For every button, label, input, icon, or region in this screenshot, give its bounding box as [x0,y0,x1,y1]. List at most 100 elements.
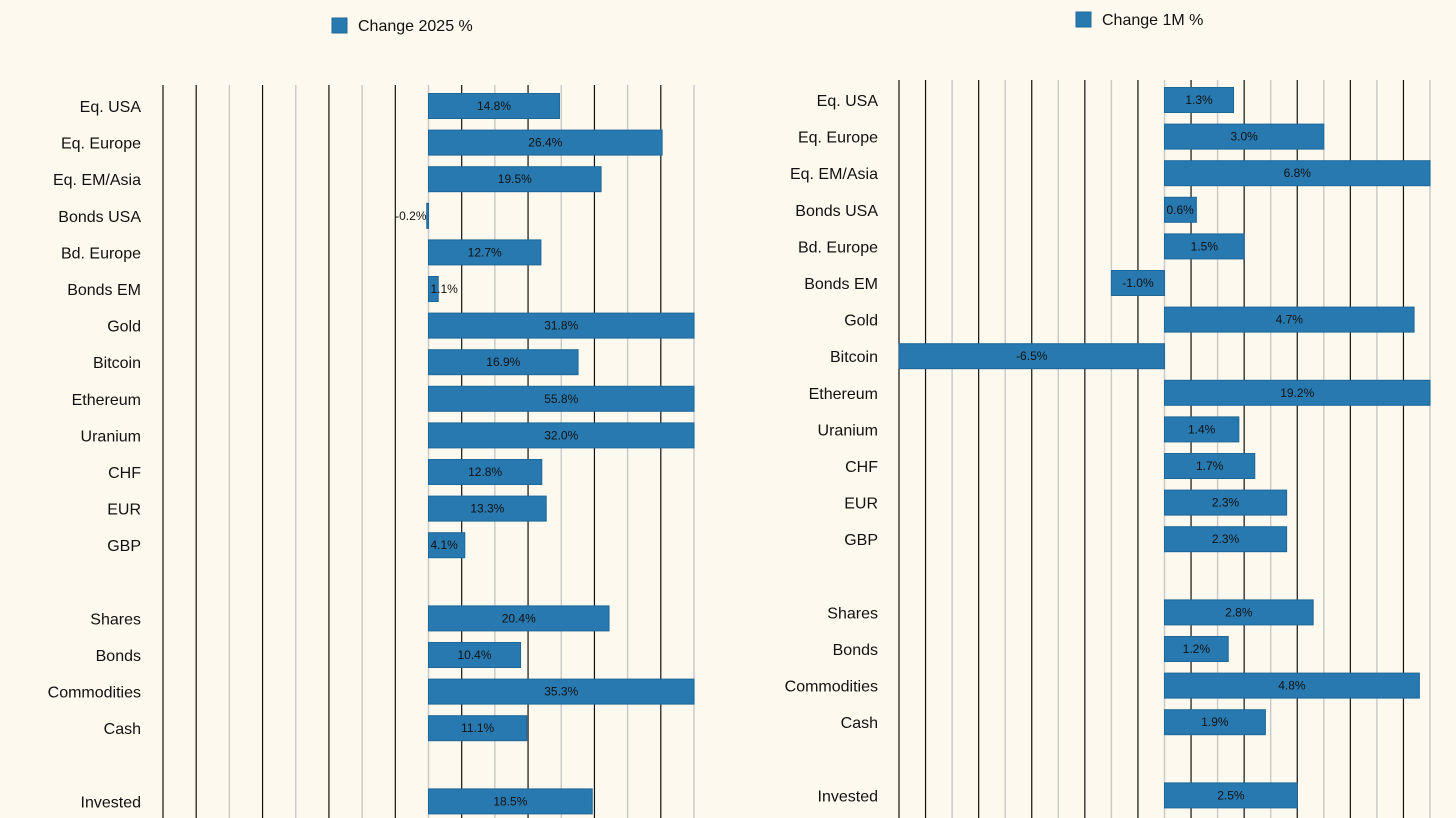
bar [1164,526,1288,553]
category-label: Invested [81,794,141,811]
value-label: 26.4% [528,136,562,150]
category-label: Bonds USA [795,203,878,220]
category-label: Bd. Europe [798,239,878,256]
category-label: Shares [827,605,878,622]
value-label: 12.8% [468,465,502,479]
value-label: 14.8% [477,99,511,113]
bar [428,166,602,193]
legend-label: Change 1M % [1102,12,1203,29]
value-label: 19.5% [498,172,532,186]
value-label: 3.0% [1230,130,1258,144]
category-label: Ethereum [72,392,141,409]
bar [428,276,439,302]
category-label: Bonds [833,642,878,659]
value-label: 19.2% [1280,386,1314,400]
category-label: GBP [107,538,141,555]
category-label: GBP [844,532,878,549]
value-label: 4.7% [1276,313,1304,327]
category-label: Bd. Europe [61,245,141,262]
bar [1164,123,1325,150]
bar [1164,672,1420,699]
category-label: Uranium [81,428,141,445]
category-label: CHF [108,465,141,482]
category-label: Commodities [48,685,141,702]
bar [1164,379,1431,406]
bar [428,312,695,339]
category-label: Eq. EM/Asia [53,172,141,189]
legend-label: Change 2025 % [358,18,473,35]
change-2025-chart: Change 2025 % Eq. USA 14.8% Eq. Europe 26.4%… [48,17,695,818]
category-label: Invested [818,788,878,805]
category-label: Eq. USA [80,99,142,116]
value-label: 2.8% [1225,605,1253,619]
category-label: EUR [844,496,878,513]
value-label: 1.7% [1196,459,1224,473]
value-label: 1.1% [431,282,459,296]
bar [1164,636,1229,662]
value-label: -6.5% [1016,349,1048,363]
bar [1164,453,1256,479]
bar [428,385,695,412]
category-label: Gold [844,313,878,330]
value-label: -1.0% [1122,276,1154,290]
value-label: 11.1% [461,721,494,735]
value-label: 4.8% [1278,679,1306,693]
value-label: 55.8% [544,392,578,406]
value-label: 4.1% [431,538,459,552]
category-label: CHF [845,459,878,476]
bar [428,605,610,632]
value-label: 2.5% [1217,788,1245,802]
bar [428,715,528,742]
value-label: 0.6% [1167,203,1195,217]
bar [428,129,663,156]
category-label: Cash [104,721,141,738]
bar [428,422,695,449]
bar [428,788,593,815]
value-label: -0.2% [395,209,427,223]
value-label: 1.5% [1191,239,1219,253]
change-1m-chart: Change 1M % Eq. USA 1.3% Eq. Europe 3.0% Eq. … [785,11,1431,818]
bar [1164,160,1431,187]
bar [1164,489,1288,516]
value-label: 16.9% [486,355,520,369]
category-label: Ethereum [809,386,878,403]
legend-swatch [331,17,348,34]
value-label: 18.5% [493,794,527,808]
value-label: 13.3% [470,502,504,516]
bar [1164,599,1314,626]
bar [1164,306,1415,333]
value-label: 1.4% [1188,422,1216,436]
category-label: Shares [90,611,141,628]
category-label: Uranium [818,422,878,439]
category-label: Bonds EM [804,276,878,293]
value-label: 20.4% [502,611,536,625]
bar [428,642,522,668]
bar [428,678,695,705]
bar [428,349,579,376]
value-label: 1.9% [1201,715,1229,729]
bar [898,343,1165,370]
value-label: 1.2% [1183,642,1211,656]
category-label: Bonds USA [58,209,141,226]
category-label: EUR [107,502,141,519]
category-label: Bonds EM [67,282,141,299]
category-label: Cash [841,715,878,732]
bar [428,495,547,522]
value-label: 31.8% [544,319,578,333]
value-label: 10.4% [458,648,492,662]
category-label: Bitcoin [830,349,878,366]
value-label: 2.3% [1212,532,1240,546]
category-label: Eq. Europe [798,130,878,147]
category-label: Gold [107,319,141,336]
value-label: 6.8% [1284,166,1312,180]
value-label: 2.3% [1212,496,1240,510]
bar [1164,709,1266,736]
category-label: Eq. Europe [61,136,141,153]
legend-swatch [1075,11,1092,28]
bar [1164,782,1298,809]
bar [428,459,543,485]
category-label: Bitcoin [93,355,141,372]
bar [1164,233,1245,260]
bar [428,532,466,559]
